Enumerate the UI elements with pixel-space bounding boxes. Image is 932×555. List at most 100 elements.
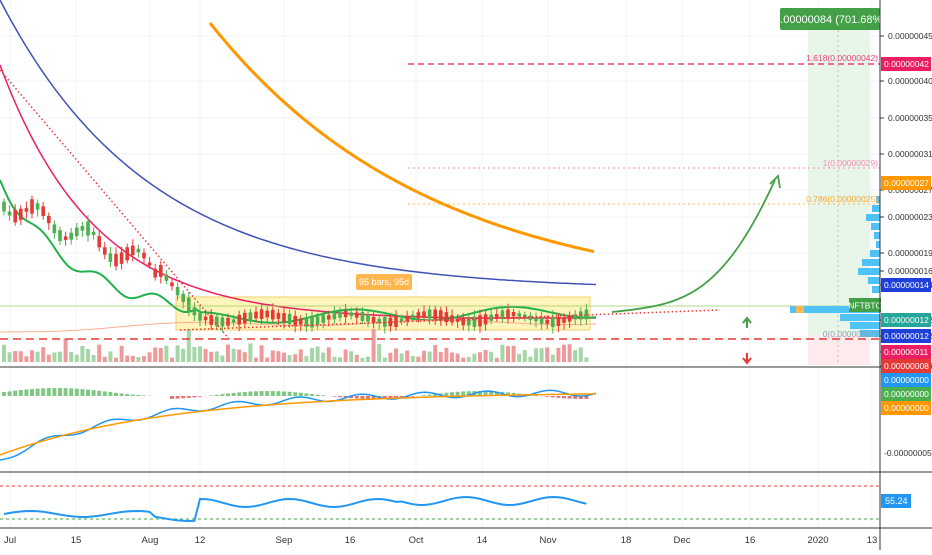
candle[interactable] <box>193 307 197 315</box>
candle[interactable] <box>221 317 225 326</box>
candle[interactable] <box>215 317 219 326</box>
price-tag-label: 0.00000027 <box>884 178 929 188</box>
candle[interactable] <box>405 316 409 321</box>
volume-bar <box>556 348 560 362</box>
candle[interactable] <box>41 206 45 216</box>
candle[interactable] <box>361 312 365 321</box>
candle[interactable] <box>103 247 107 254</box>
candle[interactable] <box>366 315 370 322</box>
candle[interactable] <box>2 202 6 212</box>
candle[interactable] <box>489 315 493 321</box>
candle[interactable] <box>47 216 51 223</box>
candle[interactable] <box>19 209 23 220</box>
volume-bar <box>19 351 23 362</box>
candle[interactable] <box>433 309 437 319</box>
candle[interactable] <box>327 315 331 319</box>
candle[interactable] <box>120 252 124 263</box>
candle[interactable] <box>338 312 342 318</box>
candle[interactable] <box>142 253 146 259</box>
candle[interactable] <box>439 310 443 321</box>
candle[interactable] <box>540 318 544 324</box>
candle[interactable] <box>64 236 68 240</box>
candle[interactable] <box>114 254 118 267</box>
candle[interactable] <box>551 317 555 327</box>
candle[interactable] <box>344 311 348 317</box>
candle[interactable] <box>495 314 499 318</box>
candle[interactable] <box>148 262 152 265</box>
volume-bar <box>97 345 101 362</box>
candle[interactable] <box>69 233 73 240</box>
candle[interactable] <box>355 312 359 317</box>
candle[interactable] <box>237 315 241 325</box>
candle[interactable] <box>473 317 477 327</box>
candle[interactable] <box>165 275 169 281</box>
candle[interactable] <box>557 317 561 326</box>
volume-bar <box>528 357 532 362</box>
time-tick-label: 14 <box>477 535 488 546</box>
candle[interactable] <box>277 313 281 319</box>
candle[interactable] <box>198 313 202 321</box>
candle[interactable] <box>36 203 40 209</box>
candle[interactable] <box>512 312 516 316</box>
volume-bar <box>562 345 566 362</box>
candle[interactable] <box>417 312 421 318</box>
candle[interactable] <box>58 230 62 241</box>
candle[interactable] <box>159 265 163 277</box>
candle[interactable] <box>30 199 34 213</box>
candle[interactable] <box>321 315 325 323</box>
candle[interactable] <box>254 312 258 319</box>
volume-bar <box>243 352 247 362</box>
candle[interactable] <box>545 320 549 324</box>
candle[interactable] <box>299 319 303 325</box>
candle[interactable] <box>75 228 79 236</box>
candle[interactable] <box>316 317 320 325</box>
candle[interactable] <box>534 318 538 321</box>
candle[interactable] <box>349 312 353 315</box>
candle[interactable] <box>282 313 286 322</box>
candle[interactable] <box>478 315 482 326</box>
candle[interactable] <box>428 309 432 318</box>
macd-histogram-bar <box>198 396 202 397</box>
candle[interactable] <box>137 249 141 253</box>
candle[interactable] <box>53 224 57 233</box>
candle[interactable] <box>13 210 17 222</box>
candle[interactable] <box>8 212 12 216</box>
candle[interactable] <box>170 282 174 286</box>
candle[interactable] <box>86 221 90 235</box>
candle[interactable] <box>265 311 269 318</box>
candle[interactable] <box>153 269 157 278</box>
candle[interactable] <box>288 314 292 324</box>
candle[interactable] <box>568 316 572 322</box>
candle[interactable] <box>131 246 135 255</box>
candle[interactable] <box>97 236 101 247</box>
candle[interactable] <box>226 318 230 326</box>
candle[interactable] <box>271 310 275 320</box>
volume-bar <box>260 345 264 362</box>
candle[interactable] <box>333 312 337 319</box>
candle[interactable] <box>204 317 208 321</box>
candle[interactable] <box>517 313 521 316</box>
candle[interactable] <box>125 247 129 260</box>
macd-histogram-bar <box>30 389 34 396</box>
candle[interactable] <box>92 232 96 235</box>
candle[interactable] <box>411 315 415 319</box>
candle[interactable] <box>293 316 297 326</box>
candle[interactable] <box>181 294 185 302</box>
candle[interactable] <box>422 311 426 317</box>
volume-bar <box>215 351 219 362</box>
candle[interactable] <box>372 317 376 323</box>
candle[interactable] <box>81 226 85 231</box>
candle[interactable] <box>562 318 566 323</box>
candle[interactable] <box>109 253 113 261</box>
candle[interactable] <box>243 313 247 323</box>
candle[interactable] <box>25 208 29 212</box>
candle[interactable] <box>450 315 454 322</box>
candle[interactable] <box>249 312 253 320</box>
candle[interactable] <box>232 319 236 322</box>
macd-histogram-bar <box>97 391 101 396</box>
candle[interactable] <box>187 298 191 312</box>
candle[interactable] <box>176 287 180 295</box>
volume-bar <box>506 346 510 362</box>
candle[interactable] <box>260 309 264 319</box>
